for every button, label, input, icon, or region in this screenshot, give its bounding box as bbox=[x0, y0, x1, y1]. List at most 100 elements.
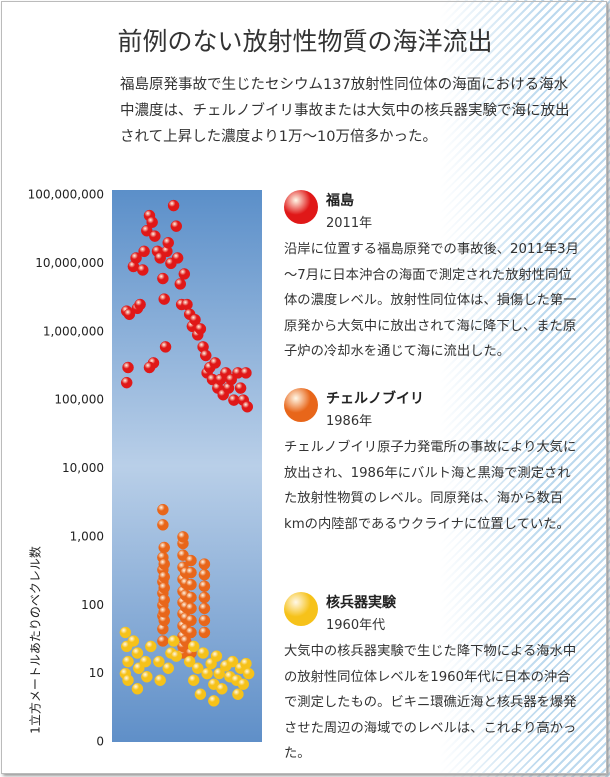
title: 前例のない放射性物質の海洋流出 bbox=[117, 27, 493, 56]
data-point bbox=[178, 268, 191, 280]
data-point bbox=[167, 635, 180, 647]
data-point bbox=[191, 662, 204, 674]
data-point bbox=[185, 554, 197, 567]
data-point bbox=[183, 655, 196, 668]
data-point bbox=[149, 230, 161, 242]
data-point bbox=[210, 650, 223, 662]
y-axis-label: 1立方メートルあたりのベクレル数 bbox=[28, 546, 43, 734]
legend-year: 1986年 bbox=[326, 414, 373, 429]
data-point bbox=[170, 650, 183, 662]
data-point bbox=[198, 614, 211, 627]
data-point bbox=[171, 252, 184, 264]
data-point bbox=[158, 582, 170, 594]
data-point bbox=[145, 640, 157, 653]
data-point bbox=[232, 688, 244, 700]
data-point bbox=[122, 655, 134, 668]
data-point bbox=[130, 252, 142, 264]
data-point bbox=[158, 293, 170, 305]
data-point bbox=[143, 361, 156, 374]
data-point bbox=[157, 635, 169, 647]
data-point bbox=[134, 298, 146, 311]
data-point bbox=[159, 341, 172, 353]
data-point bbox=[154, 674, 166, 687]
data-point bbox=[157, 272, 169, 285]
data-point bbox=[158, 594, 170, 606]
legend-icon bbox=[284, 388, 318, 422]
data-point bbox=[185, 626, 197, 639]
data-point bbox=[174, 278, 187, 290]
data-point bbox=[131, 647, 144, 659]
legend-name: 福島 bbox=[326, 193, 354, 209]
legend-icon bbox=[284, 592, 318, 626]
data-point bbox=[198, 602, 211, 615]
data-point bbox=[146, 216, 158, 228]
legend-name: チェルノブイリ bbox=[326, 391, 424, 407]
data-point bbox=[141, 671, 153, 683]
data-point bbox=[198, 558, 211, 570]
data-point bbox=[127, 635, 140, 647]
legend-year: 1960年代 bbox=[326, 618, 386, 633]
legend-description: 沿岸に位置する福島原発での事故後、2011年3月～7月に日本沖合の海面で測定され… bbox=[284, 242, 579, 359]
y-tick-label: 10,000 bbox=[62, 461, 104, 475]
data-point bbox=[157, 519, 169, 531]
data-point bbox=[198, 580, 211, 592]
data-point bbox=[198, 626, 211, 639]
data-point bbox=[198, 568, 211, 581]
data-point bbox=[120, 376, 133, 389]
data-point bbox=[189, 313, 201, 326]
y-tick-label: 1,000 bbox=[70, 529, 104, 543]
data-point bbox=[122, 674, 134, 687]
data-point bbox=[185, 566, 197, 579]
data-point bbox=[194, 688, 207, 700]
y-tick-label: 100,000 bbox=[54, 393, 104, 407]
background-stripes bbox=[440, 0, 610, 777]
data-point bbox=[187, 640, 200, 653]
y-tick-label: 1,000,000 bbox=[43, 324, 104, 338]
data-point bbox=[157, 503, 169, 516]
data-point bbox=[187, 674, 200, 687]
data-point bbox=[177, 531, 189, 543]
data-point bbox=[185, 591, 197, 604]
y-tick-label: 0 bbox=[96, 735, 104, 749]
data-point bbox=[240, 367, 252, 379]
data-point bbox=[200, 349, 212, 362]
data-point bbox=[170, 220, 183, 232]
data-point bbox=[234, 382, 247, 394]
y-tick-label: 10 bbox=[89, 666, 104, 680]
data-point bbox=[185, 602, 197, 615]
legend-name: 核兵器実験 bbox=[326, 595, 396, 611]
data-point bbox=[185, 578, 197, 591]
legend-icon bbox=[284, 190, 318, 224]
data-point bbox=[226, 655, 239, 668]
data-point bbox=[141, 225, 153, 237]
data-point bbox=[213, 667, 225, 680]
data-point bbox=[158, 606, 170, 618]
data-point bbox=[240, 657, 252, 670]
y-tick-label: 100 bbox=[81, 598, 104, 612]
data-point bbox=[139, 655, 152, 668]
data-point bbox=[179, 635, 192, 647]
data-point bbox=[158, 571, 170, 583]
data-point bbox=[208, 695, 220, 707]
data-point bbox=[216, 683, 228, 695]
data-point bbox=[162, 237, 174, 249]
data-point bbox=[194, 323, 207, 335]
data-point bbox=[158, 558, 170, 570]
data-point bbox=[177, 549, 189, 561]
data-point bbox=[153, 655, 165, 668]
legend-year: 2011年 bbox=[326, 216, 373, 231]
data-point bbox=[119, 626, 132, 639]
data-point bbox=[209, 357, 221, 369]
data-point bbox=[137, 264, 149, 276]
data-point bbox=[158, 541, 170, 554]
data-point bbox=[181, 298, 193, 311]
data-point bbox=[242, 667, 255, 680]
y-tick-label: 10,000,000 bbox=[35, 256, 104, 270]
data-point bbox=[185, 614, 197, 627]
data-point bbox=[138, 245, 150, 258]
data-point bbox=[198, 591, 211, 604]
data-point bbox=[241, 401, 254, 413]
y-tick-label: 100,000,000 bbox=[28, 188, 104, 202]
